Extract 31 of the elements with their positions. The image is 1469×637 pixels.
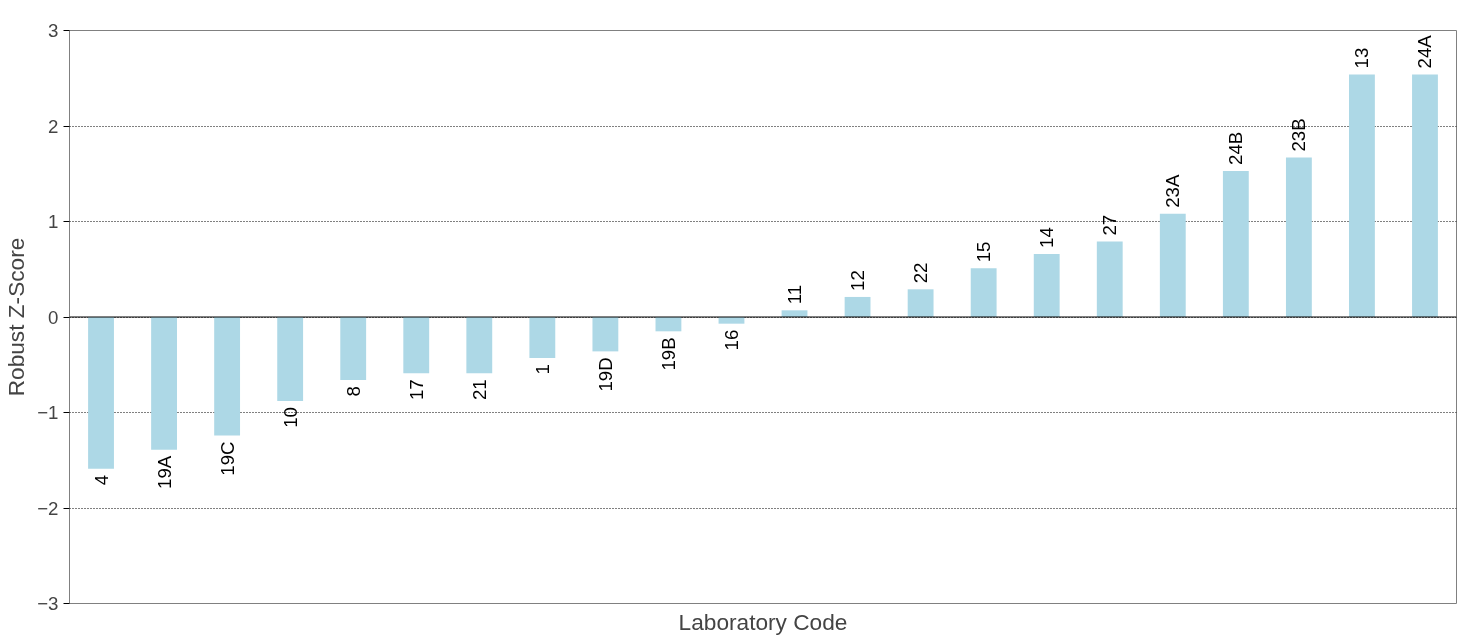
x-tick-label: 17 <box>405 379 427 401</box>
x-tick-label: 10 <box>279 407 301 428</box>
x-tick-label: 23A <box>1162 174 1184 208</box>
x-tick-label: 19A <box>153 455 175 489</box>
x-tick-label: 1 <box>531 364 553 375</box>
x-tick-label: 19C <box>216 441 238 476</box>
y-tick-label: 0 <box>48 306 59 328</box>
y-tick-label: −3 <box>37 593 59 614</box>
x-tick-label: 14 <box>1036 227 1058 248</box>
x-tick-label: 19B <box>657 337 679 371</box>
y-tick-label: 1 <box>48 211 59 232</box>
x-tick-label: 19D <box>594 357 616 392</box>
x-tick-label: 23B <box>1288 118 1310 152</box>
y-tick-label: −1 <box>37 402 59 423</box>
x-tick-label: 27 <box>1099 214 1121 236</box>
y-tick-label: 3 <box>48 20 59 41</box>
x-tick-label: 16 <box>720 329 742 351</box>
y-tick-label: −2 <box>37 497 59 519</box>
x-tick-label: 11 <box>784 284 806 305</box>
y-axis-title: Robust Z-Score <box>3 237 30 397</box>
x-tick-label: 4 <box>90 474 112 486</box>
x-axis-title: Laboratory Code <box>678 608 848 635</box>
x-tick-label: 24A <box>1414 34 1436 69</box>
x-tick-label: 24B <box>1225 131 1247 165</box>
x-tick-label: 8 <box>342 386 364 397</box>
x-tick-label: 22 <box>910 262 932 284</box>
x-tick-label: 21 <box>468 379 490 401</box>
x-tick-label: 13 <box>1351 47 1373 69</box>
y-tick-label: 2 <box>48 115 59 137</box>
x-tick-label: 12 <box>847 270 869 291</box>
x-tick-label: 15 <box>973 241 995 263</box>
